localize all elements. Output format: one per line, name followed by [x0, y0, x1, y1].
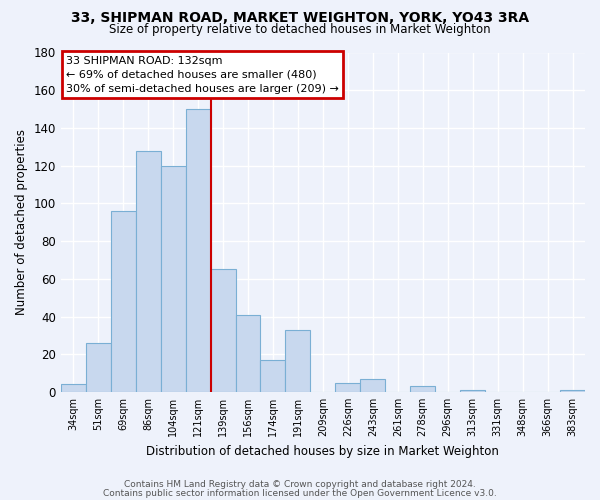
Bar	[260, 360, 286, 392]
Text: Contains HM Land Registry data © Crown copyright and database right 2024.: Contains HM Land Registry data © Crown c…	[124, 480, 476, 489]
Bar	[335, 382, 361, 392]
Bar	[286, 330, 310, 392]
Bar	[111, 211, 136, 392]
Text: Size of property relative to detached houses in Market Weighton: Size of property relative to detached ho…	[109, 22, 491, 36]
Bar	[361, 378, 385, 392]
X-axis label: Distribution of detached houses by size in Market Weighton: Distribution of detached houses by size …	[146, 444, 499, 458]
Text: 33, SHIPMAN ROAD, MARKET WEIGHTON, YORK, YO43 3RA: 33, SHIPMAN ROAD, MARKET WEIGHTON, YORK,…	[71, 12, 529, 26]
Bar	[460, 390, 485, 392]
Bar	[211, 270, 236, 392]
Bar	[185, 109, 211, 392]
Bar	[136, 150, 161, 392]
Bar	[560, 390, 585, 392]
Bar	[61, 384, 86, 392]
Text: 33 SHIPMAN ROAD: 132sqm
← 69% of detached houses are smaller (480)
30% of semi-d: 33 SHIPMAN ROAD: 132sqm ← 69% of detache…	[66, 56, 339, 94]
Bar	[86, 343, 111, 392]
Y-axis label: Number of detached properties: Number of detached properties	[15, 129, 28, 315]
Text: Contains public sector information licensed under the Open Government Licence v3: Contains public sector information licen…	[103, 488, 497, 498]
Bar	[161, 166, 185, 392]
Bar	[236, 314, 260, 392]
Bar	[410, 386, 435, 392]
